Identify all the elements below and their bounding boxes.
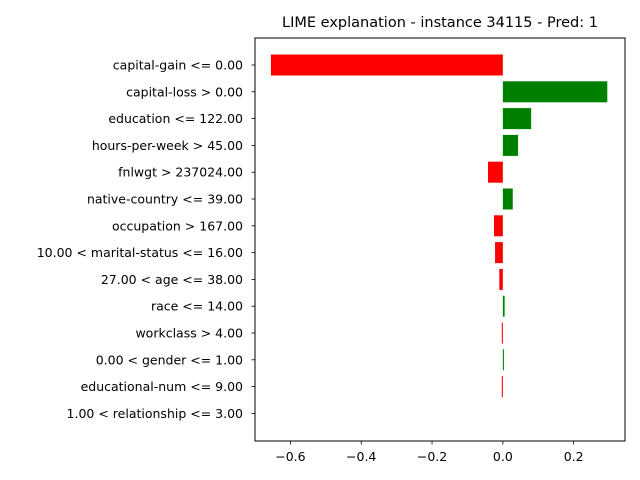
x-tick-label-1: −0.4 [346,449,376,464]
y-tick-label-9: race <= 14.00 [151,299,243,314]
y-tick-label-13: 1.00 < relationship <= 3.00 [67,406,243,421]
bar-6 [493,215,503,237]
y-tick-label-3: hours-per-week > 45.00 [92,138,243,153]
y-tick-label-5: native-country <= 39.00 [87,192,243,207]
y-tick-label-11: 0.00 < gender <= 1.00 [96,352,243,367]
y-tick-label-1: capital-loss > 0.00 [126,84,243,99]
bar-0 [270,54,503,76]
y-tick-label-8: 27.00 < age <= 38.00 [101,272,243,287]
bar-9 [502,295,505,317]
y-tick-label-4: fnlwgt > 237024.00 [118,165,243,180]
bar-12 [501,376,503,398]
y-tick-label-0: capital-gain <= 0.00 [113,58,243,73]
bar-5 [502,188,513,210]
bar-4 [487,161,503,183]
y-tick-label-2: education <= 122.00 [108,111,243,126]
bar-2 [502,108,532,130]
y-tick-label-6: occupation > 167.00 [112,218,243,233]
axes-frame [254,37,626,442]
x-tick-label-3: 0.0 [493,449,513,464]
x-tick-label-0: −0.6 [275,449,305,464]
y-tick-label-7: 10.00 < marital-status <= 16.00 [37,245,243,260]
x-axis: −0.6 −0.4 −0.2 0.0 0.2 [275,441,584,464]
x-tick-label-4: 0.2 [564,449,584,464]
y-tick-label-12: educational-num <= 9.00 [81,379,243,394]
bar-8 [499,268,503,290]
bars-group [270,54,608,398]
y-tick-label-10: workclass > 4.00 [135,326,243,341]
bar-10 [501,322,503,344]
y-axis: capital-gain <= 0.00 capital-loss > 0.00 e… [37,58,255,421]
bar-7 [495,242,503,264]
bar-1 [502,81,608,103]
bar-11 [502,349,504,371]
chart-title: LIME explanation - instance 34115 - Pred… [282,15,598,31]
bar-3 [502,134,519,156]
x-tick-label-2: −0.2 [417,449,447,464]
